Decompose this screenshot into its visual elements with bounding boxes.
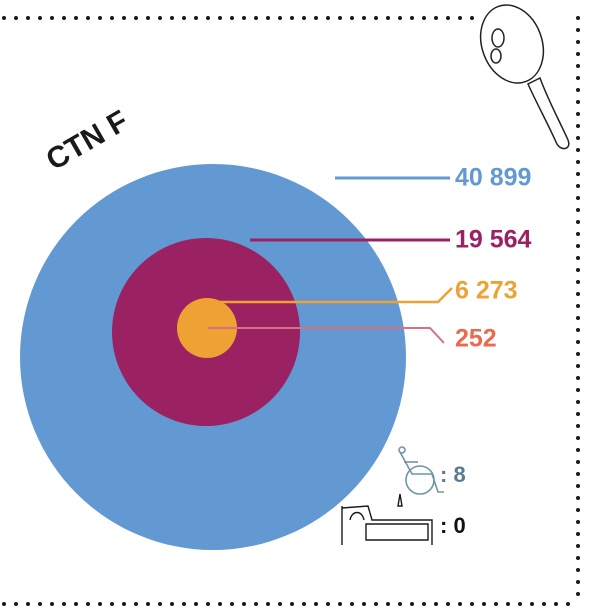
inner-circle	[177, 298, 237, 358]
value-label: 40 899	[455, 164, 531, 192]
wheelchair-icon	[398, 446, 444, 495]
dotted-frame	[2, 16, 580, 606]
value-label: 6 273	[455, 277, 518, 305]
title: CTN F	[41, 104, 134, 177]
magnifier-icon	[479, 4, 570, 150]
bed-icon	[341, 493, 433, 545]
leader-line	[208, 327, 445, 344]
wheelchair-count: : 8	[440, 462, 466, 487]
value-label: 252	[455, 325, 497, 353]
leader-line	[212, 287, 453, 304]
value-label: 19 564	[455, 226, 532, 254]
bed-count: : 0	[440, 513, 466, 538]
